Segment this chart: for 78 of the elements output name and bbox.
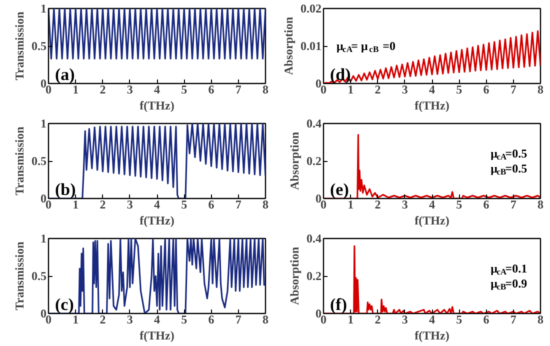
x-tick-label: 2: [374, 198, 381, 212]
y-axis-title: Absorption: [282, 16, 296, 76]
x-axis-title: f(THz): [414, 328, 450, 342]
x-tick-label: 1: [348, 198, 354, 212]
annotation: (d): [330, 65, 351, 84]
x-tick-label: 6: [483, 198, 490, 212]
y-tick-label: 0.01: [300, 39, 322, 53]
x-tick-label: 6: [483, 82, 490, 96]
x-tick-label: 2: [100, 312, 106, 326]
y-axis-title: Transmission: [12, 11, 26, 80]
x-tick-label: 7: [235, 82, 242, 96]
x-tick-label: 1: [72, 82, 79, 96]
x-tick-label: 7: [510, 312, 516, 326]
x-tick-label: 4: [154, 312, 160, 326]
x-tick-label: 8: [262, 82, 268, 96]
x-tick-label: 2: [374, 82, 381, 96]
x-tick-label: 6: [483, 312, 490, 326]
x-tick-label: 5: [181, 312, 188, 326]
y-tick-label: 0.4: [306, 116, 322, 130]
x-tick-label: 3: [402, 198, 408, 212]
x-tick-label: 7: [235, 312, 242, 326]
x-tick-label: 5: [456, 198, 462, 212]
y-tick-label: 1: [40, 232, 46, 246]
x-tick-label: 8: [538, 82, 544, 96]
y-tick-label: 1: [40, 2, 46, 16]
x-tick-label: 8: [538, 198, 544, 212]
y-tick-label: 0.5: [32, 269, 46, 283]
x-tick-label: 1: [72, 312, 79, 326]
y-tick-label: 0.2: [306, 269, 322, 283]
x-tick-label: 4: [154, 82, 160, 96]
x-tick-label: 3: [402, 312, 408, 326]
x-axis-title: f(THz): [414, 98, 450, 112]
x-tick-label: 3: [126, 198, 133, 212]
y-tick-label: 0.2: [306, 154, 322, 168]
x-tick-label: 6: [208, 312, 214, 326]
x-tick-label: 2: [100, 198, 106, 212]
x-axis-title: f(THz): [414, 214, 450, 228]
x-tick-label: 8: [538, 312, 544, 326]
annotation: (e): [330, 180, 349, 199]
x-tick-label: 3: [402, 82, 408, 96]
y-axis-title: Transmission: [12, 241, 26, 310]
x-tick-label: 7: [510, 198, 516, 212]
y-tick-label: 0.02: [300, 2, 322, 16]
x-tick-label: 1: [348, 312, 354, 326]
annotation: (b): [55, 180, 76, 199]
x-tick-label: 1: [72, 198, 79, 212]
x-tick-label: 2: [100, 82, 106, 96]
x-tick-label: 4: [429, 82, 435, 96]
y-tick-label: 0.5: [32, 154, 46, 168]
y-axis-title: Absorption: [288, 132, 302, 190]
x-tick-label: 4: [429, 198, 435, 212]
x-tick-label: 2: [374, 312, 381, 326]
y-tick-label: 1: [40, 116, 46, 130]
x-tick-label: 6: [208, 82, 214, 96]
x-tick-label: 8: [262, 312, 268, 326]
x-axis-title: f(THz): [140, 214, 174, 228]
annotation: (c): [55, 295, 74, 314]
annotation: (f): [330, 295, 347, 314]
y-axis-title: Absorption: [288, 246, 302, 306]
x-tick-label: 7: [510, 82, 516, 96]
x-tick-label: 5: [456, 312, 462, 326]
x-tick-label: 1: [348, 82, 354, 96]
x-tick-label: 5: [456, 82, 462, 96]
x-tick-label: 6: [208, 198, 214, 212]
x-axis-title: f(THz): [140, 328, 174, 342]
x-tick-label: 5: [181, 198, 188, 212]
y-tick-label: 0.4: [306, 232, 322, 246]
y-tick-label: 0.5: [32, 39, 46, 53]
x-tick-label: 8: [262, 198, 268, 212]
x-tick-label: 7: [235, 198, 242, 212]
x-tick-label: 3: [126, 82, 133, 96]
y-axis-title: Transmission: [12, 126, 26, 196]
annotation: (a): [55, 65, 75, 84]
x-tick-label: 4: [429, 312, 435, 326]
x-tick-label: 4: [154, 198, 160, 212]
x-axis-title: f(THz): [140, 98, 174, 112]
x-tick-label: 5: [181, 82, 188, 96]
x-tick-label: 3: [126, 312, 133, 326]
